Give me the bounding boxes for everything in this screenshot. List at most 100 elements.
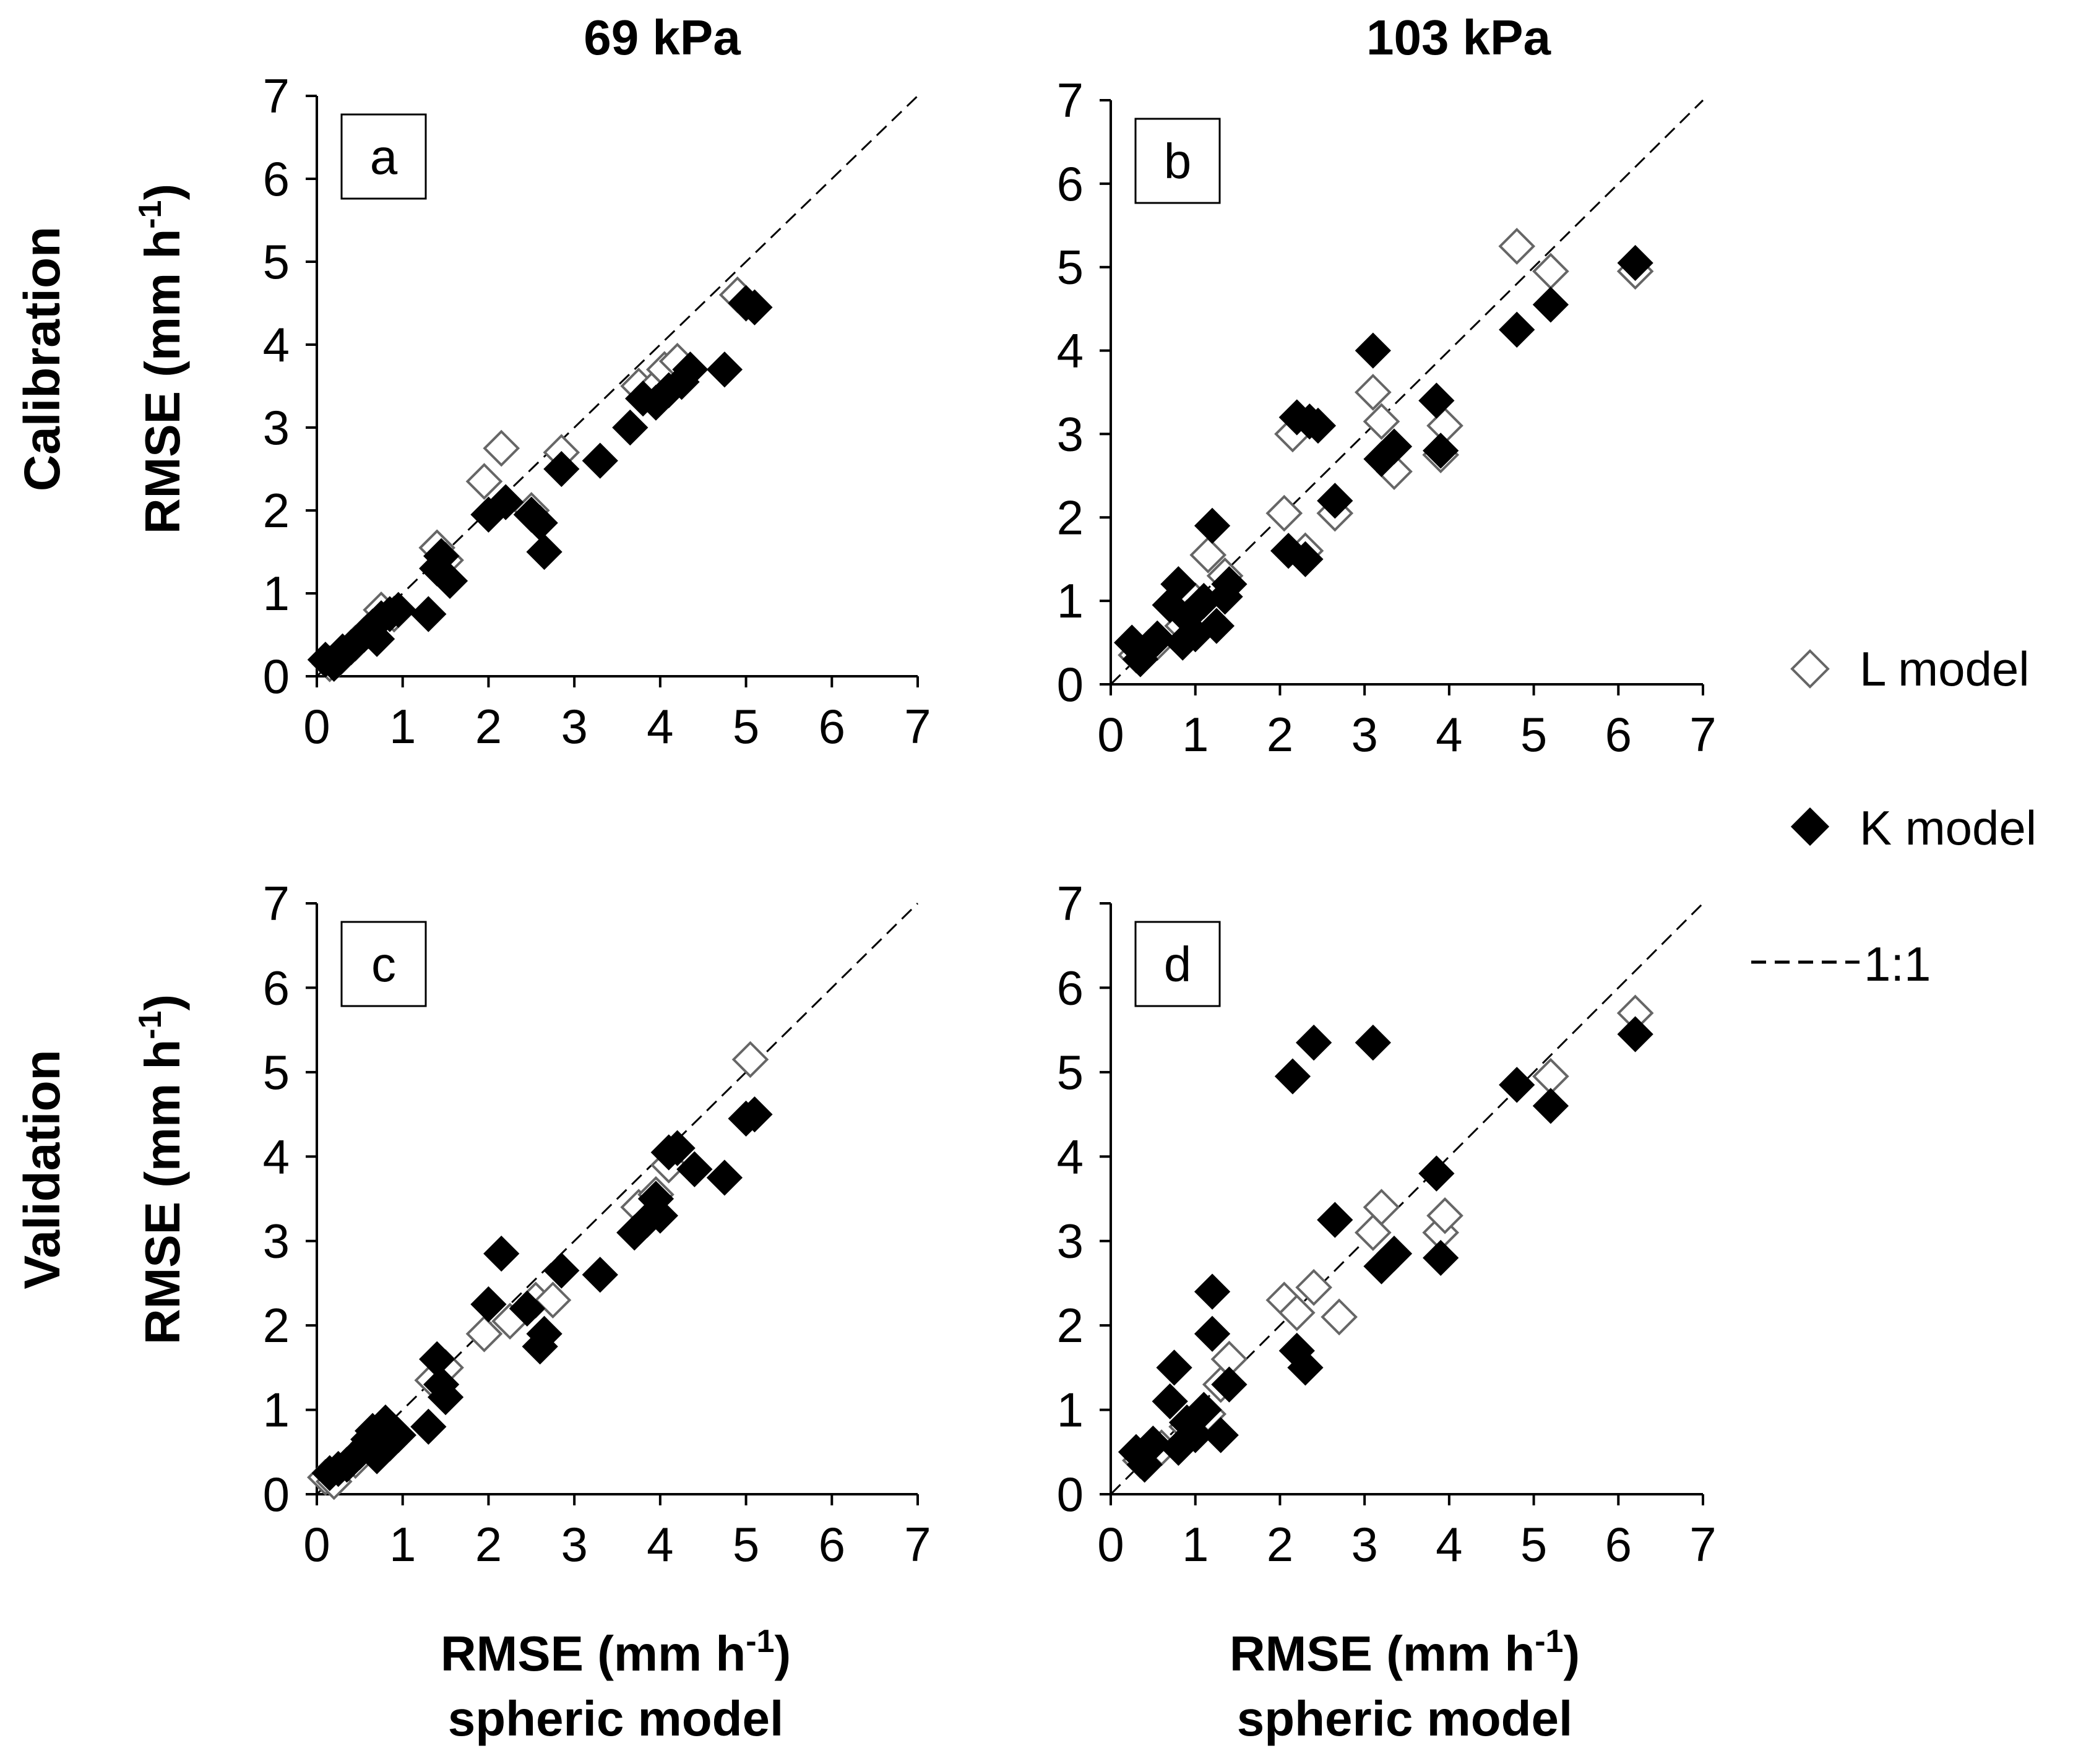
- panel-letter-box: [1134, 921, 1221, 1007]
- k-model-point: [1299, 407, 1337, 444]
- y-axis-title-top-close: ): [135, 184, 190, 200]
- y-tick-label: 0: [263, 649, 290, 703]
- k-model-point: [1152, 1383, 1188, 1420]
- panel-letter-box: [340, 921, 427, 1007]
- panel-b: 00 1 1 2 2 3 3 4 4 5 5 6 6 7 7 b: [1057, 73, 1717, 762]
- y-tick-label: 4: [1057, 324, 1084, 378]
- x-tick-label: 6: [819, 699, 845, 754]
- k-model-point: [1423, 432, 1459, 469]
- y-tick-label: 6: [1057, 960, 1084, 1015]
- legend-one-to-one-label: 1:1: [1864, 937, 1931, 991]
- k-model-point: [1156, 1349, 1192, 1386]
- k-model-point: [543, 450, 580, 488]
- k-model-point: [1418, 1155, 1455, 1192]
- k-model-point: [1287, 541, 1324, 577]
- y-tick-label: 7: [1057, 73, 1084, 127]
- k-model-point: [543, 1252, 580, 1289]
- k-model-point: [1355, 332, 1391, 369]
- k-model-point: [1139, 620, 1176, 656]
- k-model-point: [1211, 1366, 1248, 1403]
- k-model-point: [1295, 1024, 1332, 1061]
- y-tick-label: 5: [1057, 240, 1084, 295]
- k-model-point: [380, 592, 416, 628]
- x-tick-label: 6: [1605, 1517, 1632, 1572]
- x-tick-label: 1: [389, 699, 416, 754]
- k-model-point: [1287, 1349, 1324, 1386]
- panel-letter: a: [370, 129, 398, 184]
- one-to-one-line: [1110, 99, 1704, 686]
- x-tick-label: 2: [475, 699, 502, 754]
- y-tick-label: 0: [1057, 1467, 1084, 1521]
- one-to-one-line: [316, 902, 919, 1495]
- y-tick-label: 3: [1057, 407, 1084, 461]
- y-tick-label: 1: [1057, 1383, 1084, 1437]
- y-tick-label: 3: [263, 1214, 290, 1268]
- k-model-point: [1317, 483, 1353, 519]
- x-tick-label: 5: [1520, 1517, 1547, 1572]
- y-tick-label: 4: [263, 1129, 290, 1184]
- x-tick-label: 0: [303, 1517, 330, 1572]
- y-tick-label: 4: [1057, 1129, 1084, 1184]
- panel-c: 00 1 1 2 2 3 3 4 4 5 5 6 6 7 7 c: [263, 876, 931, 1572]
- one-to-one-line: [1110, 902, 1704, 1495]
- l-model-point: [1426, 1197, 1463, 1234]
- l-model-point: [731, 1041, 769, 1078]
- row-label-validation: Validation: [14, 1049, 71, 1289]
- panel-letter-box: [1134, 118, 1221, 204]
- legend-k-model-label: K model: [1860, 801, 2037, 855]
- l-model-point: [1363, 1189, 1400, 1226]
- l-model-point: [1321, 1298, 1358, 1336]
- k-model-point: [526, 533, 562, 570]
- l-model-point: [1265, 494, 1303, 532]
- k-model-point: [736, 289, 773, 325]
- k-model-point: [1202, 1417, 1239, 1453]
- x-tick-label: 7: [904, 699, 931, 754]
- y-axis-title-bottom: RMSE (mm h-1): [132, 994, 190, 1345]
- legend: L model K model 1:1: [1751, 642, 2037, 991]
- x-tick-label: 2: [475, 1517, 502, 1572]
- x-tick-label: 5: [733, 1517, 759, 1572]
- k-model-point: [483, 1236, 520, 1272]
- y-tick-label: 1: [263, 566, 290, 621]
- x-tick-label: 3: [561, 1517, 587, 1572]
- y-axis-title-bottom-close: ): [135, 994, 190, 1011]
- k-model-point: [659, 1130, 696, 1166]
- x-axis-subtitle-right: spheric model: [1237, 1691, 1572, 1746]
- y-tick-label: 6: [263, 152, 290, 206]
- x-axis-title-right-main: RMSE (mm h: [1230, 1626, 1535, 1681]
- x-axis-title-left-close: ): [774, 1626, 791, 1681]
- k-model-point: [1194, 1273, 1231, 1310]
- y-axis-title-bottom-sup: -1: [132, 1011, 168, 1039]
- k-model-point: [1617, 244, 1653, 282]
- y-axis-title-top-sup: -1: [132, 200, 168, 229]
- legend-k-model-marker: [1790, 807, 1830, 846]
- x-tick-label: 7: [1689, 1517, 1716, 1572]
- k-model-point: [736, 1096, 773, 1133]
- legend-l-model-marker: [1790, 649, 1830, 689]
- x-tick-label: 1: [1182, 1517, 1209, 1572]
- x-tick-label: 3: [1351, 1517, 1377, 1572]
- x-tick-label: 4: [647, 699, 673, 754]
- l-model-point: [465, 1315, 503, 1353]
- y-axis-title-bottom-main: RMSE (mm h: [135, 1039, 190, 1345]
- k-model-point: [672, 351, 709, 388]
- one-to-one-line: [316, 95, 919, 678]
- column-label-69kpa: 69 kPa: [584, 10, 741, 65]
- l-model-point: [1278, 1294, 1316, 1332]
- k-model-point: [410, 596, 447, 632]
- k-model-point: [1376, 1236, 1413, 1272]
- k-model-point: [1186, 1392, 1222, 1428]
- x-axis-title-left-sup: -1: [746, 1624, 774, 1659]
- k-model-point: [676, 1151, 713, 1187]
- x-tick-label: 5: [1520, 707, 1547, 762]
- k-model-point: [1198, 608, 1235, 644]
- x-tick-label: 3: [561, 699, 587, 754]
- y-tick-label: 7: [263, 69, 290, 123]
- l-model-point: [1532, 252, 1569, 290]
- y-tick-label: 7: [1057, 876, 1084, 931]
- panel-letter: b: [1164, 134, 1192, 189]
- y-tick-label: 6: [1057, 157, 1084, 211]
- x-tick-label: 4: [647, 1517, 673, 1572]
- y-tick-label: 2: [1057, 490, 1084, 544]
